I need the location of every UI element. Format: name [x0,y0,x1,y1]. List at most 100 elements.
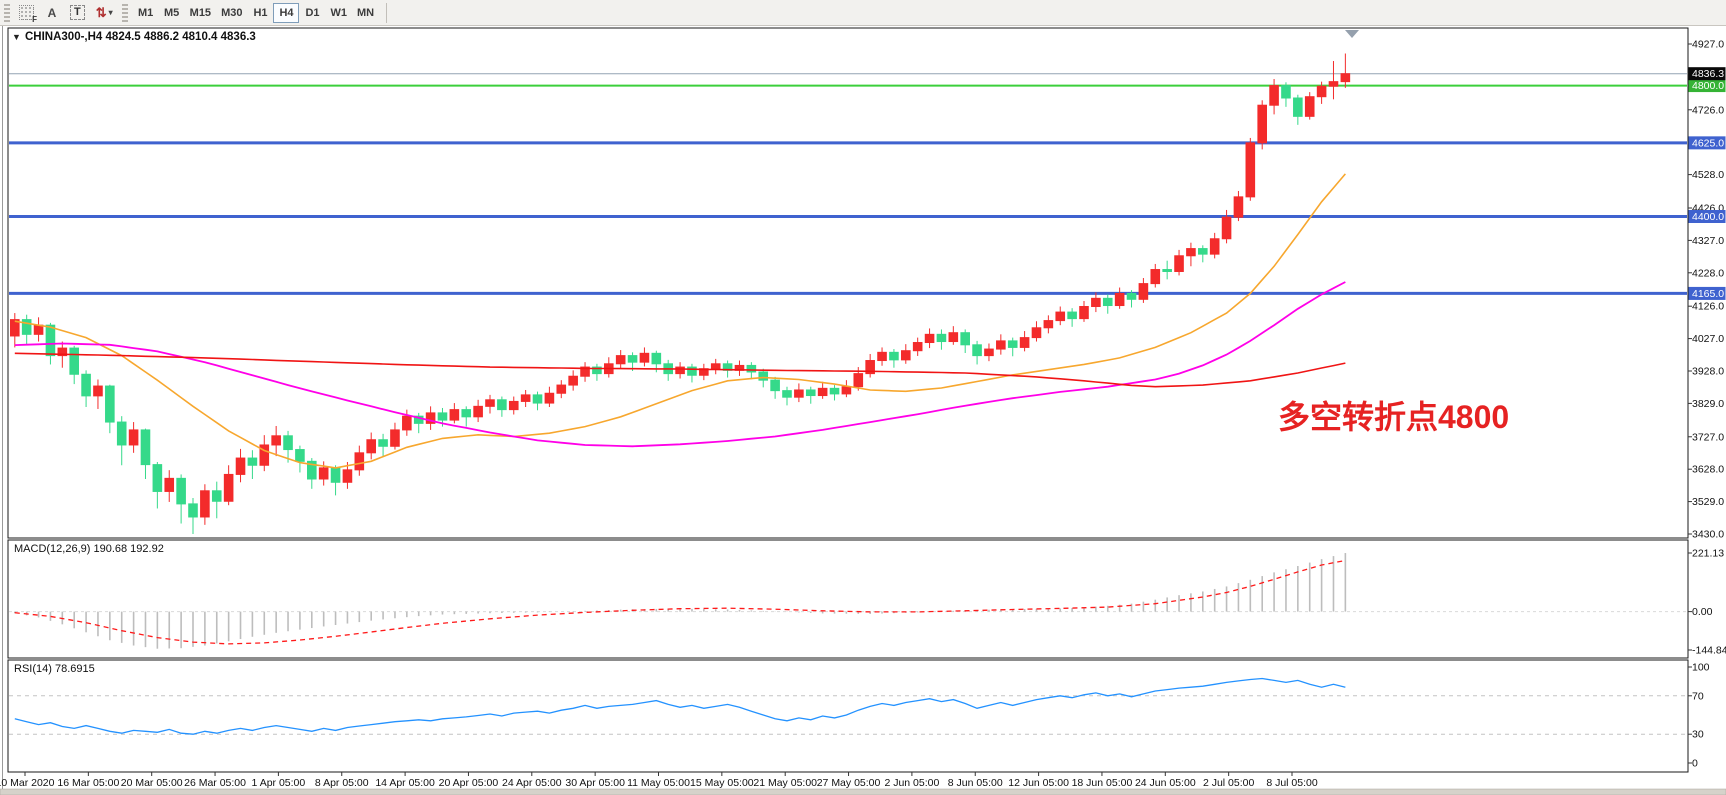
time-axis-label[interactable]: 14 Apr 05:00 [375,777,435,789]
cursor-mode-button[interactable]: ⇅ ▾ [92,3,117,23]
time-axis-label[interactable]: 16 Mar 05:00 [57,777,119,789]
rsi-tick-label: 70 [1692,690,1704,702]
candle-body [1043,320,1054,329]
price-tag [1688,79,1726,93]
candle-body [805,389,816,397]
price-tick-label: 4126.0 [1692,301,1724,313]
timeframe-button-h1[interactable]: H1 [253,6,268,19]
price-tick-label: 4726.0 [1692,104,1724,116]
toolbar-grip[interactable] [4,3,10,22]
time-axis-label[interactable]: 18 Jun 05:00 [1072,777,1133,789]
candle-body [1067,311,1077,320]
rsi-label: RSI(14) 78.6915 [14,663,95,675]
candle-body [592,366,602,375]
timeframe-button-m5[interactable]: M5 [164,6,180,19]
candle-body [81,373,91,397]
candle-body [1304,96,1315,117]
candle-body [1293,97,1303,117]
time-axis-label[interactable]: 27 May 05:00 [817,777,881,789]
timeframe-button-h4[interactable]: H4 [273,2,300,23]
price-tag-label: 4625.0 [1692,137,1724,149]
candle-body [770,379,780,392]
time-axis-label[interactable]: 1 Apr 05:00 [252,777,306,789]
price-tag-label: 4400.0 [1692,211,1724,223]
timeframe-button-w1[interactable]: W1 [330,6,347,19]
candle-body [1162,269,1172,272]
candle-body [1340,73,1351,83]
grid-f-button[interactable]: F [15,3,38,24]
toolbar-grip[interactable] [121,3,128,22]
candle-body [651,352,662,365]
candle-body [473,405,483,418]
candle-body [57,347,68,357]
time-axis-label[interactable]: 21 May 05:00 [753,777,817,789]
candle-body [1328,81,1339,87]
ma-slow-red [14,352,1346,388]
candle-body [437,412,448,421]
timeframe-button-d1[interactable]: D1 [305,6,320,19]
candle-body [865,360,875,375]
price-tick-label: 4327.0 [1692,235,1724,247]
candle-body [105,385,115,423]
candle-body [128,429,139,446]
time-axis-label[interactable]: 2 Jul 05:00 [1203,777,1255,789]
candle-body [1174,255,1184,272]
rsi-panel[interactable] [7,659,1689,773]
annotate-a-button[interactable]: A [41,3,63,23]
time-axis-label[interactable]: 10 Mar 2020 [0,777,55,789]
price-tick-label: 3928.0 [1692,365,1724,377]
macd-panel[interactable] [7,539,1689,659]
time-axis-label[interactable]: 8 Jun 05:00 [948,777,1003,789]
time-axis-label[interactable]: 8 Jul 05:00 [1266,777,1318,789]
price-tag [1688,286,1726,300]
toolbar: F A T ⇅ ▾ M1 M5 M15 M30 H1 H4 D1 W1 MN [0,0,1726,26]
candle-body [164,477,175,492]
time-axis-label[interactable]: 20 Apr 05:00 [439,777,499,789]
chart-canvas[interactable]: ▼ CHINA300-,H4 4824.5 4886.2 4810.4 4836.… [0,26,1726,795]
timeframe-button-m1[interactable]: M1 [138,6,154,19]
candle-body [449,409,460,421]
candle-body [152,464,163,492]
timeframe-button-m15[interactable]: M15 [189,6,212,19]
time-axis-label[interactable]: 24 Jun 05:00 [1135,777,1196,789]
price-tick-label: 4528.0 [1692,169,1724,181]
timeframe-button-mn[interactable]: MN [356,6,375,19]
price-tag-label: 4800.0 [1692,80,1724,92]
scroll-end-marker-icon[interactable] [1345,30,1359,38]
time-axis-label[interactable]: 2 Jun 05:00 [884,777,939,789]
candle-body [330,467,341,483]
time-axis-label[interactable]: 20 Mar 05:00 [121,777,183,789]
rsi-line [14,677,1346,735]
time-axis-label[interactable]: 26 Mar 05:00 [184,777,246,789]
candle-body [295,449,305,462]
candle-body [1019,337,1030,348]
chart-annotation: 多空转折点4800 [1278,399,1509,435]
time-axis-label[interactable]: 15 May 05:00 [690,777,754,789]
candle-body [508,400,519,411]
candle-body [1150,269,1161,285]
time-axis-label[interactable]: 24 Apr 05:00 [502,777,562,789]
time-axis-label[interactable]: 11 May 05:00 [627,777,690,789]
rsi-tick-label: 0 [1692,758,1698,770]
candle-body [532,394,543,404]
candle-body [497,399,507,411]
rsi-tick-label: 30 [1692,729,1704,741]
timeframe-button-m30[interactable]: M30 [221,6,243,19]
candle-body [877,351,887,362]
candle-body [817,387,828,397]
price-tick-label: 3628.0 [1692,464,1724,476]
candle-body [140,429,151,466]
time-axis-label[interactable]: 8 Apr 05:00 [315,777,369,789]
candle-body [307,460,317,480]
price-tag-label: 4165.0 [1692,288,1724,300]
candle-body [1245,142,1256,198]
price-tick-label: 3529.0 [1692,496,1724,508]
chart-collapse-icon[interactable]: ▼ [12,32,21,42]
time-axis-label[interactable]: 30 Apr 05:00 [565,777,625,789]
textbox-t-button[interactable]: T [66,3,89,23]
time-axis-label[interactable]: 12 Jun 05:00 [1008,777,1069,789]
dotted-grid-icon: F [19,5,37,24]
candle-body [45,324,56,357]
candle-body [461,409,472,418]
candle-body [984,348,994,357]
